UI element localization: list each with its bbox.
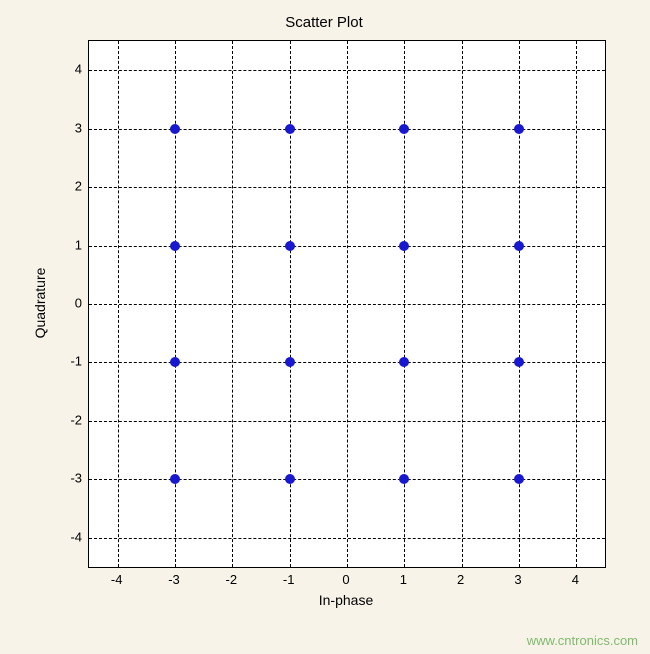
x-tick-label: 2	[457, 572, 464, 587]
scatter-marker	[514, 124, 524, 134]
gridline-horizontal	[89, 421, 605, 422]
scatter-marker	[285, 357, 295, 367]
gridline-horizontal	[89, 129, 605, 130]
scatter-marker	[514, 357, 524, 367]
x-tick-label: -2	[226, 572, 238, 587]
y-tick-label: -4	[60, 529, 82, 544]
scatter-marker	[170, 241, 180, 251]
scatter-marker	[170, 124, 180, 134]
gridline-horizontal	[89, 304, 605, 305]
scatter-marker	[170, 357, 180, 367]
y-tick-label: 2	[60, 179, 82, 194]
y-tick-label: 1	[60, 237, 82, 252]
x-axis-label: In-phase	[319, 592, 373, 608]
x-tick-label: 0	[342, 572, 349, 587]
scatter-marker	[399, 241, 409, 251]
y-tick-label: -3	[60, 471, 82, 486]
gridline-horizontal	[89, 246, 605, 247]
x-tick-label: 1	[400, 572, 407, 587]
scatter-marker	[514, 474, 524, 484]
x-tick-label: 3	[514, 572, 521, 587]
y-tick-label: 0	[60, 296, 82, 311]
scatter-marker	[170, 474, 180, 484]
y-axis-label: Quadrature	[32, 268, 48, 339]
scatter-marker	[399, 474, 409, 484]
x-tick-label: 4	[572, 572, 579, 587]
y-tick-label: 3	[60, 120, 82, 135]
figure-window: Scatter Plot In-phase Quadrature -4 -3 -2 -…	[22, 10, 626, 630]
scatter-marker	[399, 124, 409, 134]
scatter-marker	[399, 357, 409, 367]
plot-area	[88, 40, 606, 568]
watermark-text: www.cntronics.com	[527, 633, 638, 648]
gridline-horizontal	[89, 479, 605, 480]
gridline-horizontal	[89, 187, 605, 188]
scatter-marker	[285, 124, 295, 134]
scatter-marker	[285, 474, 295, 484]
x-tick-label: -4	[111, 572, 123, 587]
chart-title: Scatter Plot	[22, 14, 626, 31]
y-tick-label: -2	[60, 412, 82, 427]
scatter-marker	[285, 241, 295, 251]
x-tick-label: -1	[283, 572, 295, 587]
x-tick-label: -3	[168, 572, 180, 587]
gridline-horizontal	[89, 538, 605, 539]
y-tick-label: 4	[60, 62, 82, 77]
gridline-horizontal	[89, 70, 605, 71]
y-tick-label: -1	[60, 354, 82, 369]
scatter-marker	[514, 241, 524, 251]
gridline-horizontal	[89, 362, 605, 363]
